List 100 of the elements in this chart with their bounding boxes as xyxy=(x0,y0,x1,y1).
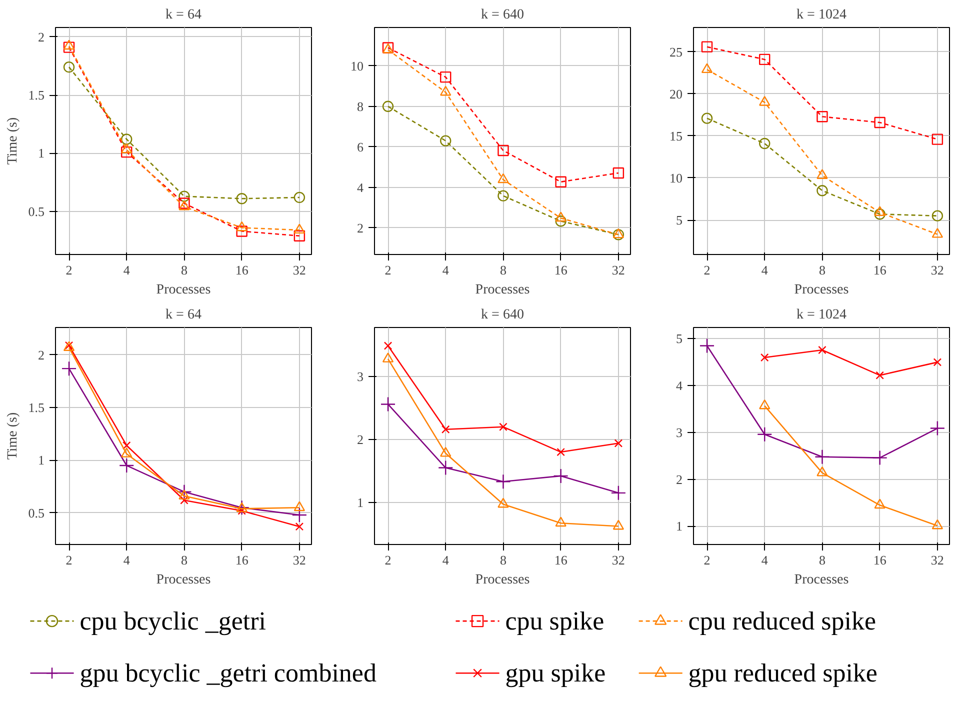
x-tick-label: 2 xyxy=(704,552,710,568)
point xyxy=(814,449,830,464)
y-tick-label: 10 xyxy=(670,170,682,186)
point xyxy=(759,54,770,66)
point xyxy=(612,167,624,179)
point xyxy=(816,111,828,122)
y-tick-label: 1 xyxy=(357,494,364,510)
y-tick-label: 3 xyxy=(676,424,682,440)
point xyxy=(553,468,568,484)
point xyxy=(61,360,77,376)
x-tick-label: 8 xyxy=(818,552,826,568)
point xyxy=(236,226,248,237)
x-tick-label: 16 xyxy=(235,262,249,278)
x-tick-label: 4 xyxy=(442,552,450,568)
y-tick-label: 1.5 xyxy=(28,400,44,416)
y-tick-label: 1 xyxy=(676,518,682,534)
point xyxy=(874,208,886,220)
y-axis-title: Time (s) xyxy=(5,117,20,165)
x-tick-label: 8 xyxy=(180,552,188,568)
point xyxy=(438,460,454,476)
point xyxy=(498,498,509,508)
x-axis-title: Processes xyxy=(475,572,530,588)
x-tick-label: 32 xyxy=(930,262,944,278)
point xyxy=(932,519,944,530)
x-tick-label: 2 xyxy=(384,552,392,568)
point xyxy=(933,358,942,366)
point xyxy=(295,522,304,531)
y-tick-label: 0.5 xyxy=(28,505,44,520)
point xyxy=(816,169,828,179)
point xyxy=(555,216,566,227)
y-tick-label: 25 xyxy=(670,44,682,60)
point xyxy=(382,100,394,112)
point xyxy=(121,143,132,154)
legend-label: cpu reduced spike xyxy=(688,606,876,636)
y-tick-label: 2 xyxy=(357,220,364,236)
point xyxy=(759,96,770,106)
point xyxy=(757,426,772,442)
point xyxy=(872,450,888,466)
y-tick-label: 0.5 xyxy=(28,204,44,219)
y-tick-label: 2 xyxy=(676,472,682,487)
point xyxy=(932,228,944,238)
x-tick-label: 4 xyxy=(123,552,130,568)
point xyxy=(63,42,75,53)
x-tick-label: 32 xyxy=(612,262,625,278)
point xyxy=(874,116,886,128)
y-tick-label: 5 xyxy=(676,331,682,346)
point xyxy=(759,399,770,410)
point xyxy=(236,193,248,204)
x-tick-label: 4 xyxy=(123,262,130,278)
point xyxy=(496,474,511,490)
point xyxy=(498,144,509,156)
y-tick-label: 20 xyxy=(670,86,682,102)
x-axis-title: Processes xyxy=(794,572,849,588)
chart-title: k = 640 xyxy=(481,8,524,22)
legend-label: gpu reduced spike xyxy=(688,658,878,688)
y-tick-label: 8 xyxy=(357,98,364,114)
point xyxy=(292,507,308,523)
y-tick-label: 4 xyxy=(676,378,683,394)
x-tick-label: 4 xyxy=(761,552,768,568)
x-tick-label: 8 xyxy=(180,262,188,278)
point xyxy=(441,425,450,434)
y-tick-label: 2 xyxy=(38,29,44,44)
y-tick-label: 6 xyxy=(357,139,364,154)
point xyxy=(876,371,884,380)
x-tick-label: 2 xyxy=(66,262,72,278)
point xyxy=(874,206,886,216)
point xyxy=(610,485,626,501)
y-tick-label: 1 xyxy=(38,146,44,161)
point xyxy=(121,146,132,158)
legend-label: cpu spike xyxy=(505,606,604,636)
y-tick-label: 3 xyxy=(357,369,364,384)
point xyxy=(119,458,134,474)
point xyxy=(614,439,623,448)
point xyxy=(122,441,131,450)
point xyxy=(238,506,246,515)
legend-label: cpu bcyclic _getri xyxy=(80,606,266,636)
point xyxy=(121,448,132,458)
chart-title: k = 64 xyxy=(166,8,202,22)
x-tick-label: 2 xyxy=(66,552,72,568)
y-tick-label: 2 xyxy=(38,347,44,362)
point xyxy=(384,342,392,350)
point xyxy=(759,138,770,150)
x-tick-label: 16 xyxy=(235,552,249,568)
point xyxy=(178,200,190,210)
x-tick-label: 32 xyxy=(930,552,944,568)
point xyxy=(63,61,75,73)
point xyxy=(236,221,248,232)
point xyxy=(440,71,452,83)
x-tick-label: 2 xyxy=(704,262,710,278)
point xyxy=(555,176,566,188)
point xyxy=(236,502,248,512)
chart-title: k = 640 xyxy=(481,308,524,322)
point xyxy=(440,86,452,96)
point xyxy=(178,198,190,209)
point xyxy=(555,516,566,527)
x-tick-label: 16 xyxy=(873,262,887,278)
y-tick-label: 15 xyxy=(670,128,682,144)
point xyxy=(440,135,452,146)
point xyxy=(818,346,826,354)
point xyxy=(701,63,713,74)
